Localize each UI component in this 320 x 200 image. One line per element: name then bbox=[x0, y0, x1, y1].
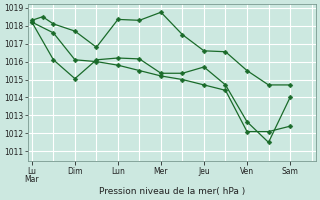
X-axis label: Pression niveau de la mer( hPa ): Pression niveau de la mer( hPa ) bbox=[99, 187, 245, 196]
